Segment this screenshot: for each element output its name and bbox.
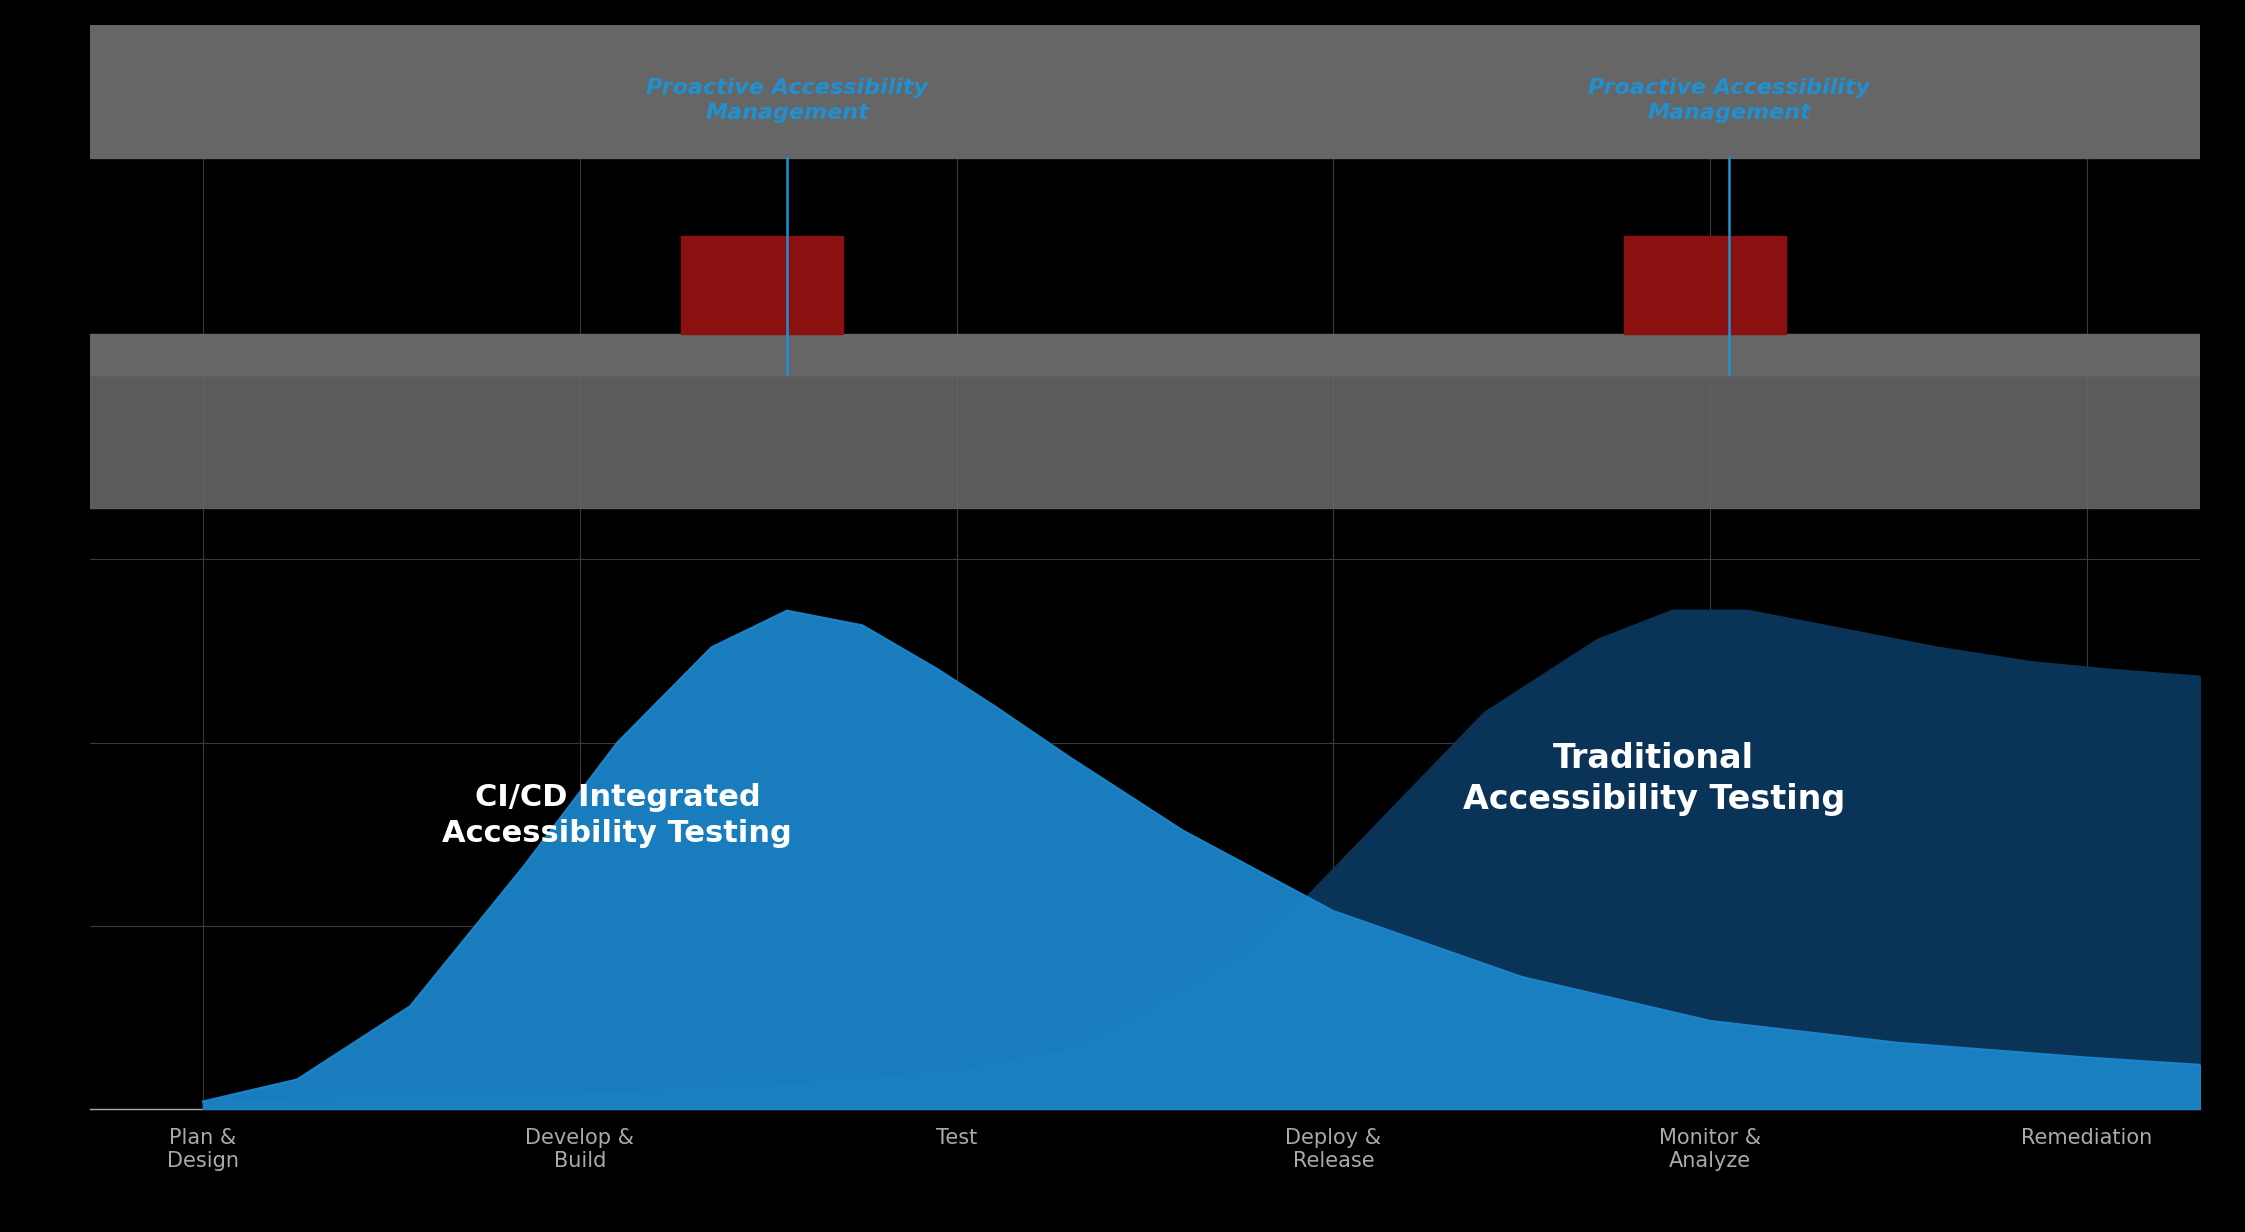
Bar	[682, 235, 844, 334]
Text: Proactive Accessibility
Management: Proactive Accessibility Management	[647, 79, 927, 123]
Bar	[90, 25, 2200, 158]
Text: Proactive Accessibility
Management: Proactive Accessibility Management	[1587, 79, 1870, 123]
Bar	[90, 334, 2200, 376]
Text: Traditional
Accessibility Testing: Traditional Accessibility Testing	[1461, 742, 1845, 816]
Text: CI/CD Integrated
Accessibility Testing: CI/CD Integrated Accessibility Testing	[442, 784, 792, 849]
Bar	[1623, 235, 1785, 334]
Bar	[90, 376, 2200, 508]
